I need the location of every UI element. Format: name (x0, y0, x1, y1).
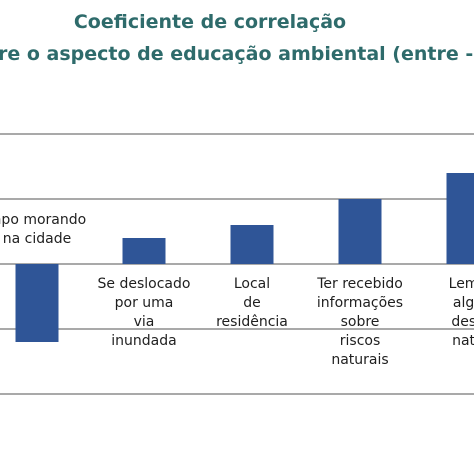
chart-title-line-1: Coeficiente de correlação (74, 11, 346, 33)
category-label-3-line-0: Ter recebido (316, 276, 403, 292)
category-label-4-line-1: algu (453, 295, 474, 311)
chart-title-line-2: re o aspecto de educação ambiental (entr… (0, 43, 474, 65)
category-label-1-line-2: via (134, 314, 155, 330)
category-label-4-line-0: Lemb (449, 276, 474, 292)
category-label-4-line-3: natu (452, 333, 474, 349)
category-label-2-line-2: residência (216, 314, 288, 330)
category-labels: mpo morando na cidade Se deslocado por uma v… (0, 212, 474, 368)
category-label-3-line-4: naturais (331, 352, 388, 368)
category-label-1-line-1: por uma (115, 295, 174, 311)
bar-1 (122, 238, 166, 264)
category-label-3-line-1: informações (317, 295, 403, 311)
chart-title: Coeficiente de correlação re o aspecto d… (0, 11, 474, 65)
category-label-1-line-0: Se deslocado (98, 276, 191, 292)
category-label-3-line-2: sobre (341, 314, 380, 330)
category-label-0-line-0: mpo morando (0, 212, 86, 228)
category-label-4-line-2: desa (451, 314, 474, 330)
bar-3 (338, 199, 382, 264)
category-label-3-line-3: riscos (340, 333, 381, 349)
category-label-2-line-1: de (243, 295, 261, 311)
bar-4 (446, 173, 474, 264)
bar-0 (15, 264, 59, 342)
category-label-1-line-3: inundada (111, 333, 176, 349)
category-label-0-line-1: na cidade (3, 231, 71, 247)
category-label-2-line-0: Local (234, 276, 270, 292)
bars (15, 173, 474, 342)
bar-2 (230, 225, 274, 264)
